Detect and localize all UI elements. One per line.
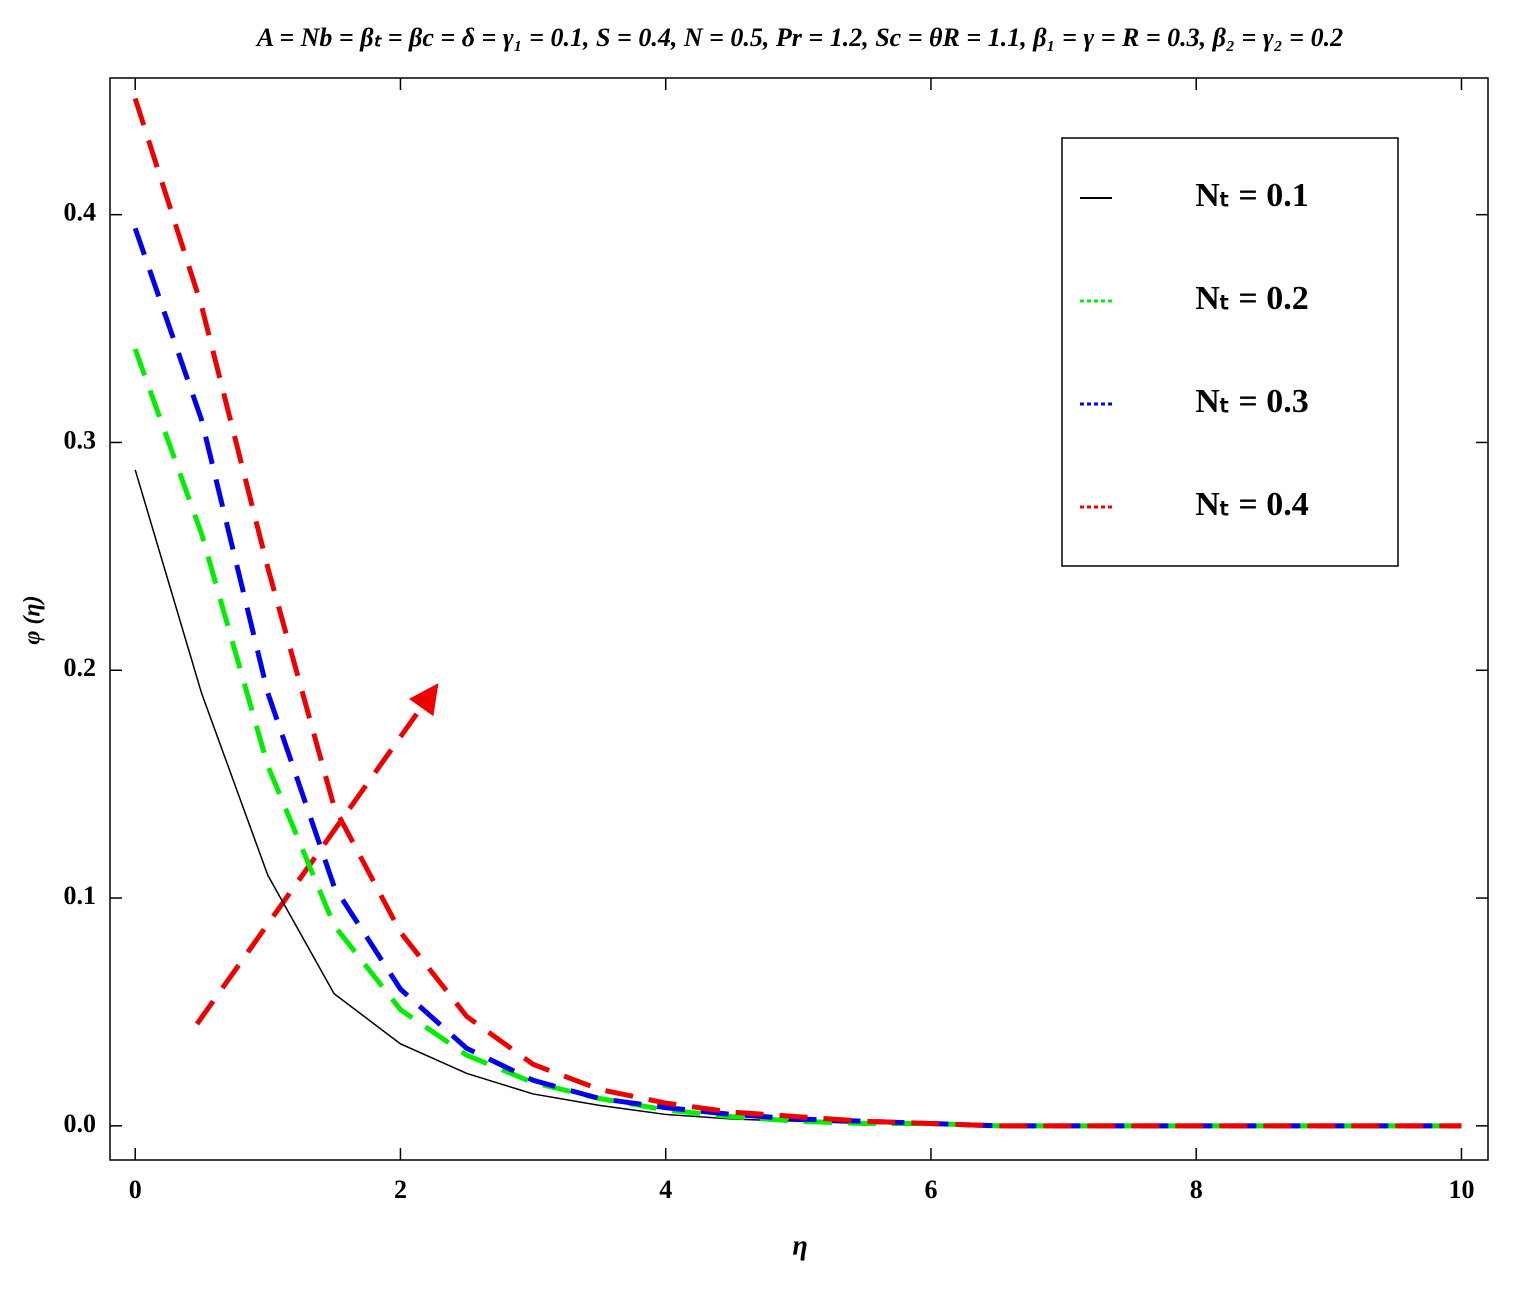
x-tick-label: 2 [394, 1175, 407, 1204]
series-line [132, 97, 1462, 1129]
trend-arrow [194, 683, 439, 1026]
x-tick-label: 8 [1190, 1175, 1203, 1204]
legend-label: Nₜ = 0.4 [1195, 486, 1308, 523]
x-tick-label: 0 [129, 1175, 142, 1204]
x-axis-label: η [792, 1230, 807, 1261]
legend-label: Nₜ = 0.2 [1195, 280, 1308, 317]
legend-label: Nₜ = 0.3 [1195, 383, 1308, 420]
chart-title: A = Nb = βₜ = βc = δ = γ₁ = 0.1, S = 0.4… [255, 23, 1343, 52]
y-tick-label: 0.1 [64, 881, 97, 910]
y-tick-label: 0.3 [64, 425, 97, 454]
y-axis-label: φ (η) [20, 595, 46, 644]
y-tick-label: 0.4 [64, 198, 97, 227]
y-tick-label: 0.0 [64, 1109, 97, 1138]
x-tick-label: 4 [659, 1175, 672, 1204]
plot-frame [109, 77, 1489, 1161]
legend-box [1061, 137, 1399, 567]
y-tick-label: 0.2 [64, 653, 97, 682]
legend-label: Nₜ = 0.1 [1195, 177, 1308, 214]
x-tick-label: 6 [924, 1175, 937, 1204]
x-tick-label: 10 [1448, 1175, 1474, 1204]
